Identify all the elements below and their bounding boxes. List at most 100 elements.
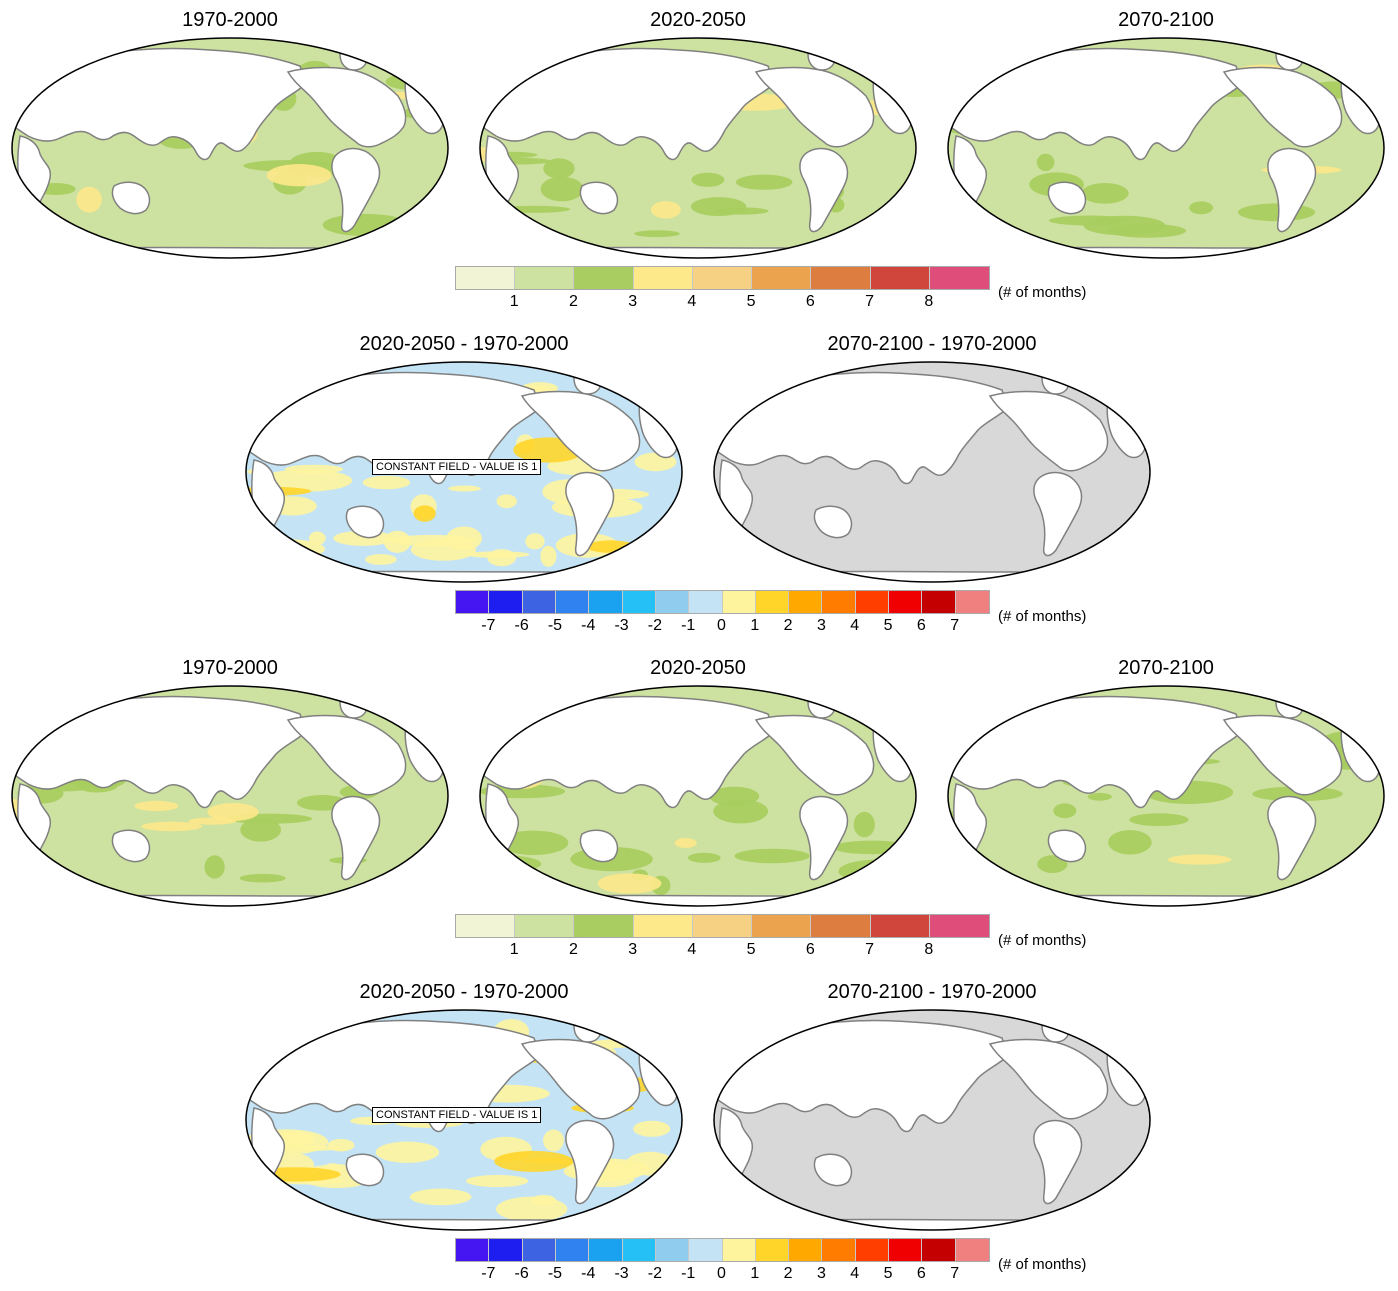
colorbar-swatch xyxy=(955,591,989,613)
colorbar-swatch xyxy=(722,1239,756,1261)
map-border xyxy=(947,37,1385,259)
field-patch xyxy=(1330,58,1384,68)
colorbar-swatch xyxy=(929,915,989,937)
colorbar-tick-label: -1 xyxy=(681,617,696,634)
colorbar-swatch xyxy=(811,915,871,937)
field-patch xyxy=(713,799,769,824)
landmass-australia xyxy=(813,505,853,539)
colorbar-swatch xyxy=(655,1239,690,1261)
panel-title: 2070-2100 xyxy=(1118,9,1214,31)
field-patch xyxy=(448,485,481,492)
colorbar-tick-label: 4 xyxy=(687,941,697,958)
colorbar-tick-label: 4 xyxy=(687,293,697,310)
field-patch xyxy=(259,469,353,492)
map-panel-r3-1970-2000: 1970-2000 xyxy=(10,656,450,908)
world-map xyxy=(713,361,1151,583)
landmass-asia xyxy=(951,695,1243,809)
landmass-australia xyxy=(1047,829,1087,863)
colorbar-tick-label: 2 xyxy=(568,941,578,958)
colorbar-tick-label: 7 xyxy=(950,1265,960,1282)
field-patch xyxy=(540,545,557,567)
panel-title: 2020-2050 xyxy=(650,657,746,679)
landmass-australia xyxy=(579,181,619,215)
colorbar-swatch xyxy=(589,591,623,613)
world-map xyxy=(479,37,917,259)
field-patch xyxy=(496,1196,568,1222)
colorbar-swatch xyxy=(489,1239,523,1261)
colorbar-tick-label: 3 xyxy=(816,1265,826,1282)
colorbar-units: (# of months) xyxy=(998,932,1087,949)
colorbar-swatch xyxy=(574,915,634,937)
colorbar-tick-label: 6 xyxy=(916,1265,926,1282)
field-patch xyxy=(1036,153,1055,172)
landmass-samerica xyxy=(331,147,381,233)
field-patch xyxy=(498,830,569,855)
landmass-samerica xyxy=(565,471,615,557)
colorbar-tick-label: -3 xyxy=(614,1265,629,1282)
field-patch xyxy=(466,1174,529,1188)
colorbar-swatch xyxy=(955,1239,989,1261)
landmass-australia xyxy=(345,505,385,539)
colorbar-tick-label: 1 xyxy=(750,1265,760,1282)
colorbar-tick-label: 2 xyxy=(783,617,793,634)
map-panel-r2-diff-2020: 2020-2050 - 1970-2000 CONSTANT FIELD - V… xyxy=(244,332,684,584)
colorbar-swatch xyxy=(789,1239,823,1261)
colorbar-tick-label: 0 xyxy=(717,1265,726,1282)
colorbar-swatch xyxy=(555,591,590,613)
field-patch xyxy=(1237,203,1316,222)
field-patch xyxy=(409,1188,472,1206)
colorbar-tick-label: 5 xyxy=(883,1265,893,1282)
field-patch xyxy=(543,158,575,179)
colorbar-tick-label: 8 xyxy=(924,293,934,310)
field-patch xyxy=(736,174,793,190)
field-patch xyxy=(690,197,747,217)
field-patch xyxy=(308,531,326,545)
colorbar-swatch xyxy=(522,591,556,613)
colorbar-tick-label: -4 xyxy=(581,617,596,634)
field-patch xyxy=(612,374,674,395)
field-patch xyxy=(480,854,542,873)
colorbar-tick-label: 3 xyxy=(628,941,638,958)
colorbar-swatch xyxy=(622,1239,656,1261)
landmass-asia xyxy=(717,371,1009,485)
colorbar-boxes xyxy=(455,266,990,290)
colorbar-tick-label: 7 xyxy=(950,617,960,634)
field-patch xyxy=(674,838,697,848)
panel-title: 2070-2100 - 1970-2000 xyxy=(827,333,1037,355)
landmass-australia xyxy=(111,181,151,215)
field-patch xyxy=(246,538,325,560)
landmass-australia xyxy=(1047,181,1087,215)
world-map xyxy=(947,685,1385,907)
map-panel-r3-2020-2050: 2020-2050 xyxy=(478,656,918,908)
colorbar-tick-label: 0 xyxy=(717,617,726,634)
field-patch xyxy=(543,1129,564,1152)
colorbar-swatch xyxy=(752,915,812,937)
colorbar-swatch xyxy=(555,1239,590,1261)
map-border xyxy=(245,1009,683,1231)
colorbar-tick-label: -3 xyxy=(614,617,629,634)
constant-field-label: CONSTANT FIELD - VALUE IS 1 xyxy=(372,1107,542,1123)
colorbar-swatch xyxy=(633,267,693,289)
landmass-namerica xyxy=(520,1038,641,1120)
colorbar-swatch xyxy=(855,1239,890,1261)
colorbar-swatch xyxy=(689,1239,723,1261)
colorbar-tick-label: 5 xyxy=(883,617,893,634)
colorbar-tick-label: -5 xyxy=(547,1265,563,1282)
landmass-asia xyxy=(483,695,775,809)
field-patch xyxy=(687,852,721,863)
landmass-asia xyxy=(717,1019,1009,1133)
field-patch xyxy=(634,230,680,238)
field-patch xyxy=(650,201,681,219)
map-border xyxy=(11,37,449,259)
field-patch xyxy=(362,475,411,490)
landmass-samerica xyxy=(799,147,849,233)
colorbar-tick-label: -1 xyxy=(681,1265,696,1282)
field-patch xyxy=(633,1120,671,1137)
landmass-namerica xyxy=(286,714,407,796)
colorbar-swatch xyxy=(889,591,923,613)
colorbar-swatch xyxy=(889,1239,923,1261)
map-border xyxy=(713,361,1151,583)
colorbar-tick-label: 7 xyxy=(865,941,874,958)
colorbar-swatch xyxy=(755,1239,790,1261)
colorbar-tick-label: 2 xyxy=(783,1265,793,1282)
